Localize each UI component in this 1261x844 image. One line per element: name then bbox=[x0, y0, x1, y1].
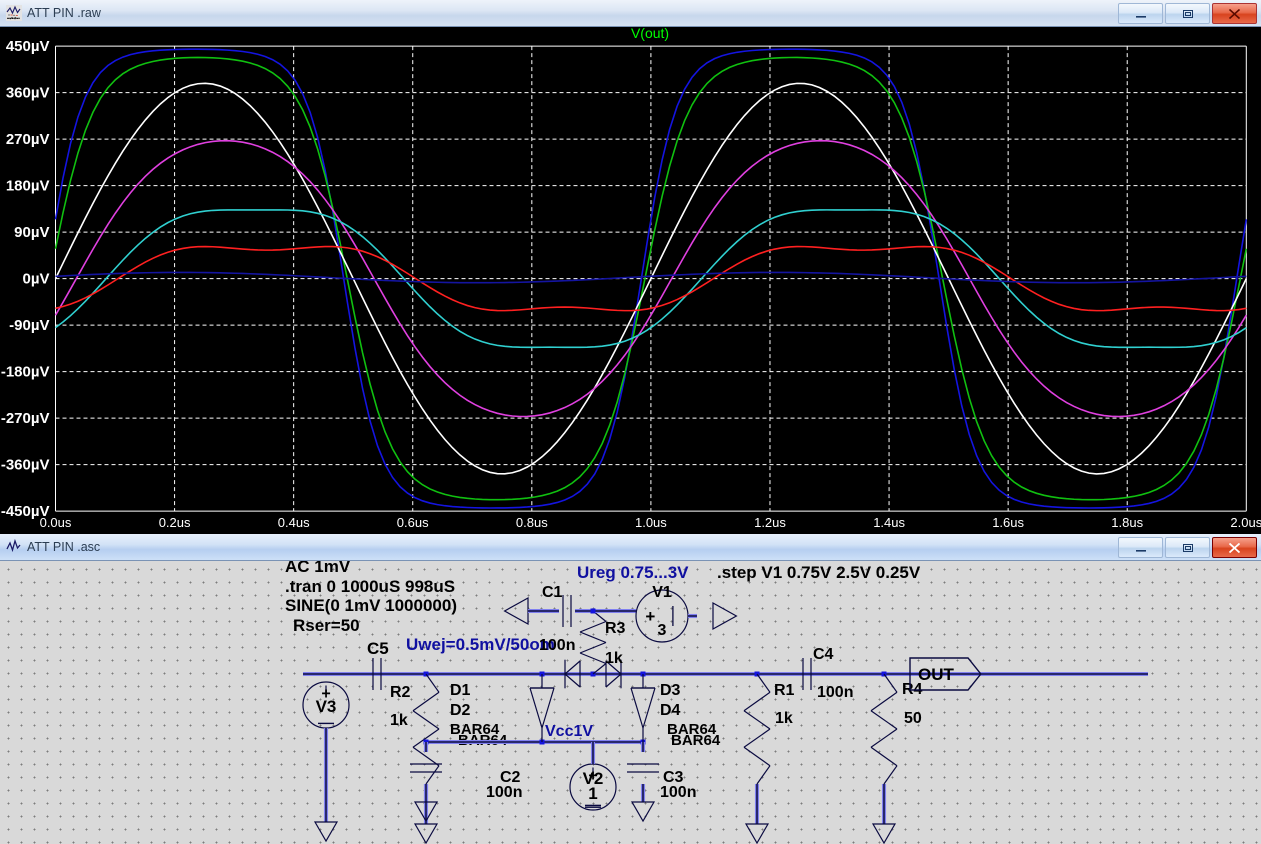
svg-text:Ureg 0.75...3V: Ureg 0.75...3V bbox=[577, 563, 689, 582]
svg-text:C1: C1 bbox=[542, 584, 563, 601]
svg-text:V3: V3 bbox=[316, 697, 337, 716]
svg-text:-180µV: -180µV bbox=[1, 364, 50, 381]
svg-text:D3: D3 bbox=[660, 682, 681, 699]
svg-text:R2: R2 bbox=[390, 684, 411, 701]
svg-text:-360µV: -360µV bbox=[1, 457, 50, 474]
svg-text:SINE(0 1mV 1000000): SINE(0 1mV 1000000) bbox=[285, 596, 457, 615]
svg-text:1k: 1k bbox=[775, 710, 793, 727]
svg-text:100n: 100n bbox=[539, 637, 575, 654]
svg-text:1k: 1k bbox=[605, 650, 623, 667]
svg-text:C5: C5 bbox=[367, 639, 389, 658]
svg-text:450µV: 450µV bbox=[6, 38, 50, 55]
svg-text:+: + bbox=[645, 607, 655, 626]
svg-text:1: 1 bbox=[588, 784, 597, 803]
svg-text:50: 50 bbox=[904, 710, 922, 727]
svg-text:Vcc1V: Vcc1V bbox=[545, 723, 593, 740]
svg-text:100n: 100n bbox=[660, 784, 696, 801]
svg-text:1.8us: 1.8us bbox=[1111, 515, 1143, 530]
svg-text:100n: 100n bbox=[486, 784, 522, 801]
svg-text:0µV: 0µV bbox=[23, 271, 50, 288]
svg-text:OUT: OUT bbox=[918, 665, 955, 684]
svg-text:AC 1mV: AC 1mV bbox=[285, 561, 351, 576]
svg-text:0.2us: 0.2us bbox=[159, 515, 191, 530]
svg-text:1.4us: 1.4us bbox=[873, 515, 905, 530]
svg-text:1k: 1k bbox=[390, 712, 408, 729]
svg-text:D2: D2 bbox=[450, 702, 471, 719]
svg-text:360µV: 360µV bbox=[6, 85, 50, 102]
svg-text:R1: R1 bbox=[774, 682, 795, 699]
svg-text:0.4us: 0.4us bbox=[278, 515, 310, 530]
svg-text:D1: D1 bbox=[450, 682, 471, 699]
svg-text:Rser=50: Rser=50 bbox=[293, 616, 360, 635]
svg-text:.tran 0 1000uS 998uS: .tran 0 1000uS 998uS bbox=[285, 577, 455, 596]
svg-text:2.0us: 2.0us bbox=[1230, 515, 1261, 530]
svg-text:-90µV: -90µV bbox=[9, 317, 49, 334]
svg-text:0.0us: 0.0us bbox=[40, 515, 72, 530]
svg-text:0.8us: 0.8us bbox=[516, 515, 548, 530]
svg-text:V1: V1 bbox=[652, 584, 672, 601]
svg-text:R3: R3 bbox=[605, 620, 626, 637]
svg-text:.step V1 0.75V 2.5V 0.25V: .step V1 0.75V 2.5V 0.25V bbox=[717, 563, 921, 582]
svg-text:180µV: 180µV bbox=[6, 178, 50, 195]
svg-text:V(out): V(out) bbox=[631, 27, 669, 41]
svg-text:3: 3 bbox=[658, 622, 667, 639]
svg-text:D4: D4 bbox=[660, 702, 681, 719]
svg-text:90µV: 90µV bbox=[14, 224, 49, 241]
svg-text:1.2us: 1.2us bbox=[754, 515, 786, 530]
svg-text:BAR64: BAR64 bbox=[671, 732, 721, 749]
svg-text:270µV: 270µV bbox=[6, 131, 50, 148]
svg-text:1.0us: 1.0us bbox=[635, 515, 667, 530]
svg-text:1.6us: 1.6us bbox=[992, 515, 1024, 530]
svg-text:0.6us: 0.6us bbox=[397, 515, 429, 530]
svg-text:Uwej=0.5mV/50om: Uwej=0.5mV/50om bbox=[406, 635, 555, 654]
svg-text:-270µV: -270µV bbox=[1, 410, 50, 427]
svg-text:100n: 100n bbox=[817, 684, 853, 701]
svg-text:C4: C4 bbox=[813, 646, 834, 663]
